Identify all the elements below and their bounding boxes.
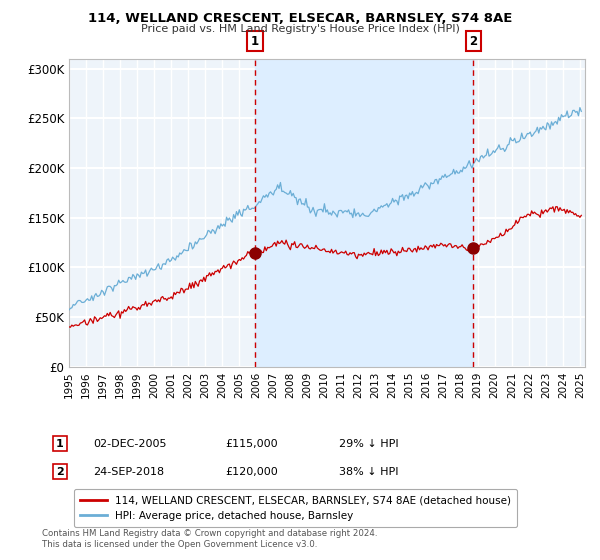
Text: 114, WELLAND CRESCENT, ELSECAR, BARNSLEY, S74 8AE: 114, WELLAND CRESCENT, ELSECAR, BARNSLEY… <box>88 12 512 25</box>
Text: 2: 2 <box>469 35 477 48</box>
Text: £120,000: £120,000 <box>225 466 278 477</box>
Text: Price paid vs. HM Land Registry's House Price Index (HPI): Price paid vs. HM Land Registry's House … <box>140 24 460 34</box>
Text: 1: 1 <box>56 438 64 449</box>
Bar <box>255 59 473 367</box>
Legend: 114, WELLAND CRESCENT, ELSECAR, BARNSLEY, S74 8AE (detached house), HPI: Average: 114, WELLAND CRESCENT, ELSECAR, BARNSLEY… <box>74 489 517 527</box>
Text: £115,000: £115,000 <box>225 438 278 449</box>
Text: 1: 1 <box>251 35 259 48</box>
Text: 2: 2 <box>56 466 64 477</box>
Text: 24-SEP-2018: 24-SEP-2018 <box>93 466 164 477</box>
Text: 29% ↓ HPI: 29% ↓ HPI <box>339 438 398 449</box>
Text: Contains HM Land Registry data © Crown copyright and database right 2024.
This d: Contains HM Land Registry data © Crown c… <box>42 529 377 549</box>
Text: 02-DEC-2005: 02-DEC-2005 <box>93 438 167 449</box>
Text: 38% ↓ HPI: 38% ↓ HPI <box>339 466 398 477</box>
